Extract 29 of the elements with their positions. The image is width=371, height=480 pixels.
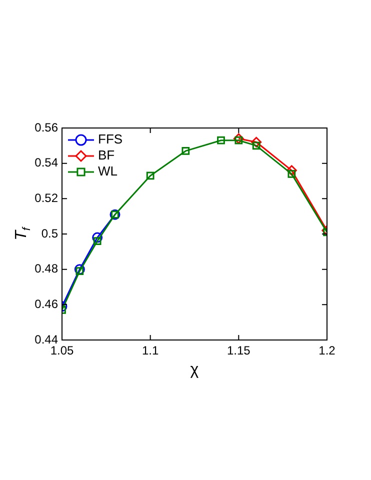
- y-tick-label: 0.52: [34, 190, 58, 205]
- point: [252, 142, 260, 150]
- point: [288, 170, 296, 178]
- y-tick-label: 0.48: [34, 262, 58, 276]
- point: [74, 264, 85, 275]
- y-tick-label: 0.5: [41, 226, 58, 240]
- x-tick-label: 1.05: [50, 344, 74, 358]
- y-tick-label: 0.46: [34, 296, 58, 311]
- x-tick-label: 1.2: [318, 344, 336, 358]
- x-tick-label: 1.1: [142, 344, 159, 358]
- point: [92, 232, 103, 243]
- point: [93, 237, 102, 245]
- point: [286, 165, 297, 176]
- point: [146, 172, 154, 180]
- legend-label: WL: [98, 164, 118, 179]
- y-axis-title: Tf: [13, 226, 33, 240]
- legend-label: BF: [98, 148, 115, 163]
- point: [233, 133, 244, 144]
- point: [234, 136, 243, 144]
- point: [182, 147, 190, 155]
- point: [251, 136, 262, 148]
- point: [76, 267, 84, 276]
- legend-label: FFS: [98, 132, 123, 147]
- x-tick-label: 1.15: [226, 344, 251, 358]
- y-tick-label: 0.54: [34, 156, 58, 170]
- y-tick-label: 0.56: [34, 120, 58, 134]
- point: [217, 136, 225, 144]
- x-axis-title: χ: [190, 361, 200, 378]
- y-tick-label: 0.44: [34, 332, 58, 346]
